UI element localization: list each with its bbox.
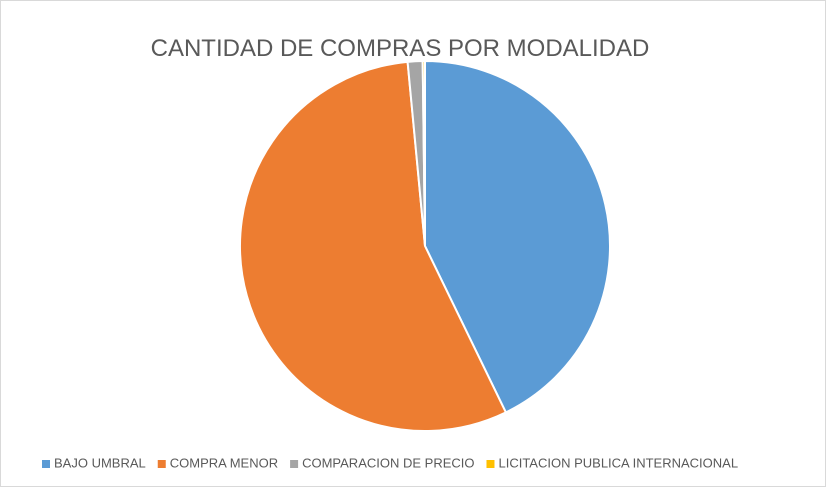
legend-label: BAJO UMBRAL — [54, 455, 146, 470]
legend-swatch — [290, 460, 299, 468]
pie-slice — [239, 60, 508, 432]
legend-swatch — [157, 460, 166, 468]
legend-swatch — [486, 460, 495, 468]
chart-title: CANTIDAD DE COMPRAS POR MODALIDAD — [151, 35, 650, 62]
legend-swatch — [42, 460, 50, 468]
legend-label: COMPRA MENOR — [170, 455, 278, 470]
pie-slice — [424, 59, 611, 414]
legend-label: COMPARACION DE PRECIO — [302, 455, 474, 470]
pie-slice — [421, 59, 426, 247]
legend-label: LICITACION PUBLICA INTERNACIONAL — [498, 455, 738, 470]
